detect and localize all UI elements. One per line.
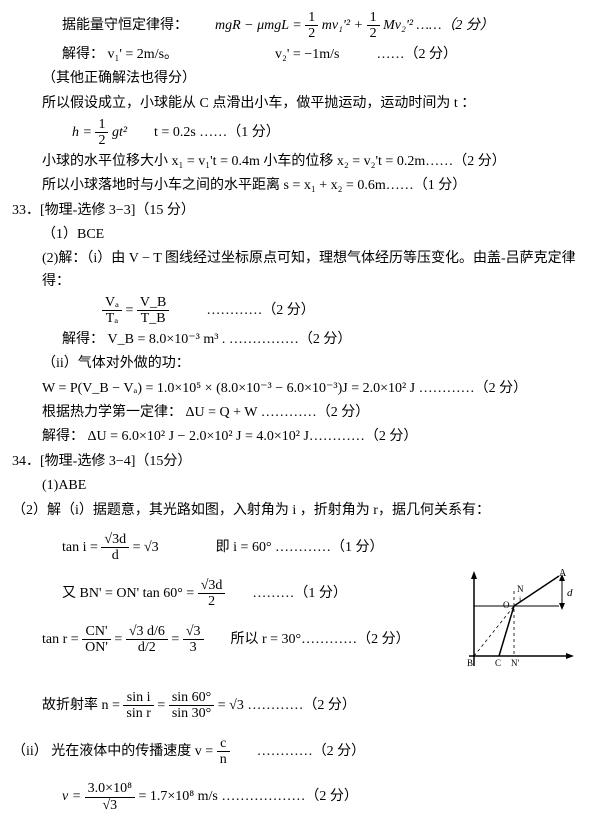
q33-p2f: 根据热力学第一定律： ΔU = Q + W …………（2 分）	[12, 402, 579, 424]
label-i: i	[519, 595, 522, 604]
h-equation-line: h = 12 gt² t = 0.2s ……（1 分）	[12, 117, 579, 149]
q33-p1: （1）BCE	[12, 224, 579, 246]
text: v₂' = −1m/s	[275, 47, 339, 62]
v-line: v = 3.0×10⁸√3 = 1.7×10⁸ m/s ………………（2 分）	[12, 781, 579, 813]
frac-va: VₐTₐ	[102, 295, 122, 327]
frac-v: 3.0×10⁸√3	[85, 781, 135, 813]
text: （1）BCE	[42, 227, 104, 242]
text: = √3 …………（2 分）	[218, 698, 356, 713]
text: 33．[物理-选修 3−3]（15 分）	[12, 203, 195, 218]
frac-vb: V_BT_B	[137, 295, 169, 327]
frac-tanr3: √33	[183, 624, 204, 656]
eq: Mv₂'² ……（2 分）	[383, 18, 494, 33]
text: 即 i = 60° …………（1 分）	[216, 540, 384, 555]
frac-cn: cn	[217, 736, 230, 768]
q33-p2d: （ii）气体对外做的功：	[12, 353, 579, 375]
text: 所以 r = 30°…………（2 分）	[231, 632, 410, 647]
text: （其他正确解法也得分）	[42, 71, 196, 86]
text: 所以假设成立，小球能从 C 点滑出小车，做平抛运动，运动时间为 t ：	[42, 96, 475, 111]
q34-title: 34．[物理-选修 3−4]（15分）	[12, 451, 579, 473]
n-line: 故折射率 n = sin isin r = sin 60°sin 30° = √…	[12, 690, 579, 722]
text: = √3	[133, 540, 159, 555]
text: (2)解：（i）由 V − T 图线经过坐标原点可知，理想气体经历等压变化。由盖…	[42, 251, 576, 288]
q33-p2g: 解得： ΔU = 6.0×10² J − 2.0×10² J = 4.0×10²…	[12, 426, 579, 448]
text: 故折射率 n =	[42, 698, 120, 713]
text: …………（2 分）	[206, 303, 315, 318]
tani-line: tan i = √3dd = √3 即 i = 60° …………（1 分）	[12, 532, 579, 564]
text: t = 0.2s ……（1 分）	[154, 125, 280, 140]
text: 解得： V_B = 8.0×10⁻³ m³ . ……………（2 分）	[62, 332, 351, 347]
text: tan r =	[42, 632, 79, 647]
frac-n2: sin 60°sin 30°	[169, 690, 214, 722]
eq: =	[125, 303, 133, 318]
eq: =	[114, 632, 122, 647]
q34-p2a: （2）解（i）据题意，其光路如图，入射角为 i ，折射角为 r，据几何关系有：	[12, 500, 579, 522]
text: …………（2 分）	[257, 744, 366, 759]
text: （ii） 光在液体中的传播速度 v =	[12, 744, 213, 759]
frac-half: 12	[95, 117, 108, 149]
displacement-line: 小球的水平位移大小 x₁ = v₁'t = 0.4m 小车的位移 x₂ = v₂…	[12, 151, 579, 173]
text: （2）解（i）据题意，其光路如图，入射角为 i ，折射角为 r，据几何关系有：	[12, 503, 490, 518]
frac-tanr2: √3 d/6d/2	[126, 624, 168, 656]
frac-tanr1: CN'ON'	[82, 624, 111, 656]
assumption-line: 所以假设成立，小球能从 C 点滑出小车，做平抛运动，运动时间为 t ：	[12, 93, 579, 115]
text: = 1.7×10⁸ m/s ………………（2 分）	[138, 789, 357, 804]
text: 又 BN' = ON' tan 60° =	[62, 586, 194, 601]
energy-conservation-line: 据能量守恒定律得： mgR − μmgL = 12 mv₁'² + 12 Mv₂…	[12, 10, 579, 42]
frac-n1: sin isin r	[123, 690, 154, 722]
solve-v-line: 解得： v₁' = 2m/s。 v₂' = −1m/s ……（2 分）	[12, 44, 579, 66]
distance-line: 所以小球落地时与小车之间的水平距离 s = x₁ + x₂ = 0.6m……（1…	[12, 175, 579, 197]
frac-tani: √3dd	[101, 532, 129, 564]
q33-p2a: (2)解：（i）由 V − T 图线经过坐标原点可知，理想气体经历等压变化。由盖…	[12, 248, 579, 293]
q33-frac-line: VₐTₐ = V_BT_B …………（2 分）	[12, 295, 579, 327]
q34-p1: (1)ABE	[12, 475, 579, 497]
frac-half: 12	[305, 10, 318, 42]
ii-line: （ii） 光在液体中的传播速度 v = cn …………（2 分）	[12, 736, 579, 768]
text: （ii）气体对外做的功：	[42, 356, 190, 371]
text: W = P(V_B − Vₐ) = 1.0×10⁵ × (8.0×10⁻³ − …	[42, 381, 527, 396]
text: v =	[62, 789, 81, 804]
text: 34．[物理-选修 3−4]（15分）	[12, 454, 191, 469]
light-path-diagram: A N O i B C N' d	[459, 566, 579, 676]
q33-p2c: 解得： V_B = 8.0×10⁻³ m³ . ……………（2 分）	[12, 329, 579, 351]
text: 所以小球落地时与小车之间的水平距离 s = x₁ + x₂ = 0.6m……（1…	[42, 178, 466, 193]
frac-half: 12	[367, 10, 380, 42]
label-B: B	[467, 658, 473, 668]
eq: =	[171, 632, 179, 647]
eq: =	[157, 698, 165, 713]
eq: mv₁'² +	[322, 18, 363, 33]
note-line: （其他正确解法也得分）	[12, 68, 579, 90]
label-d: d	[567, 587, 573, 599]
text: 解得： v₁' = 2m/s。	[62, 47, 178, 62]
text: 据能量守恒定律得：	[62, 18, 188, 33]
text: 解得： ΔU = 6.0×10² J − 2.0×10² J = 4.0×10²…	[42, 429, 417, 444]
text: tan i =	[62, 540, 98, 555]
q33-title: 33．[物理-选修 3−3]（15 分）	[12, 200, 579, 222]
text: (1)ABE	[42, 478, 86, 493]
eq: mgR − μmgL =	[215, 18, 302, 33]
label-C: C	[495, 658, 501, 668]
text: h =	[72, 125, 92, 140]
label-O: O	[503, 600, 510, 610]
label-A: A	[559, 568, 567, 579]
q33-p2e: W = P(V_B − Vₐ) = 1.0×10⁵ × (8.0×10⁻³ − …	[12, 378, 579, 400]
text: 根据热力学第一定律： ΔU = Q + W …………（2 分）	[42, 405, 369, 420]
label-N: N	[517, 584, 524, 594]
label-N2: N'	[511, 658, 519, 668]
text: ………（1 分）	[252, 586, 347, 601]
text: 小球的水平位移大小 x₁ = v₁'t = 0.4m 小车的位移 x₂ = v₂…	[42, 154, 506, 169]
text: gt²	[112, 125, 127, 140]
frac-bn: √3d2	[198, 578, 226, 610]
text: ……（2 分）	[376, 47, 457, 62]
